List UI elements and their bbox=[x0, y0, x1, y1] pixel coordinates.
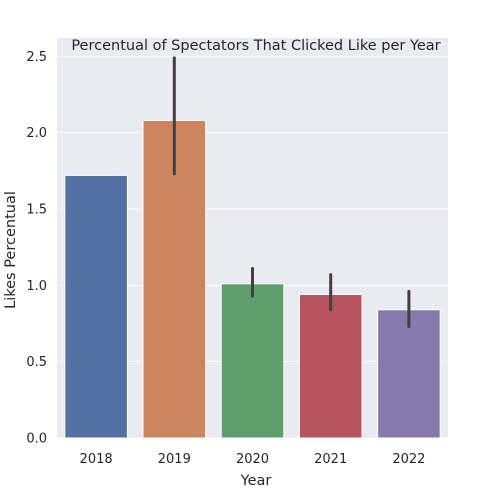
error-bars bbox=[172, 56, 411, 329]
x-axis-label: Year bbox=[240, 473, 272, 489]
bar-2021 bbox=[298, 293, 363, 439]
y-tick-label: 1.5 bbox=[26, 202, 47, 217]
y-tick-label: 2.0 bbox=[26, 126, 47, 141]
x-tick-label: 2021 bbox=[314, 452, 347, 467]
bar-2018 bbox=[64, 174, 128, 439]
chart-title: Percentual of Spectators That Clicked Li… bbox=[71, 38, 440, 54]
y-tick-label: 1.0 bbox=[26, 279, 47, 294]
y-tick-label: 0.5 bbox=[26, 355, 47, 370]
y-axis-ticks: 0.0 0.5 1.0 1.5 2.0 2.5 bbox=[26, 50, 47, 447]
x-tick-label: 2020 bbox=[236, 452, 269, 467]
y-axis-label: Likes Percentual bbox=[3, 191, 19, 309]
x-tick-label: 2022 bbox=[392, 452, 425, 467]
y-tick-label: 0.0 bbox=[26, 432, 47, 447]
y-tick-label: 2.5 bbox=[26, 50, 47, 65]
x-axis-ticks: 2018 2019 2020 2021 2022 bbox=[80, 452, 426, 467]
x-tick-label: 2019 bbox=[158, 452, 191, 467]
x-tick-label: 2018 bbox=[80, 452, 113, 467]
bar-2020 bbox=[220, 283, 285, 439]
bar-2022 bbox=[377, 309, 441, 439]
bars bbox=[64, 119, 441, 439]
